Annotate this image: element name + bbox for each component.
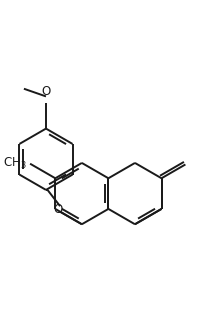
Text: CH$_3$: CH$_3$ — [3, 156, 26, 171]
Text: O: O — [41, 85, 51, 98]
Text: O: O — [53, 203, 62, 216]
